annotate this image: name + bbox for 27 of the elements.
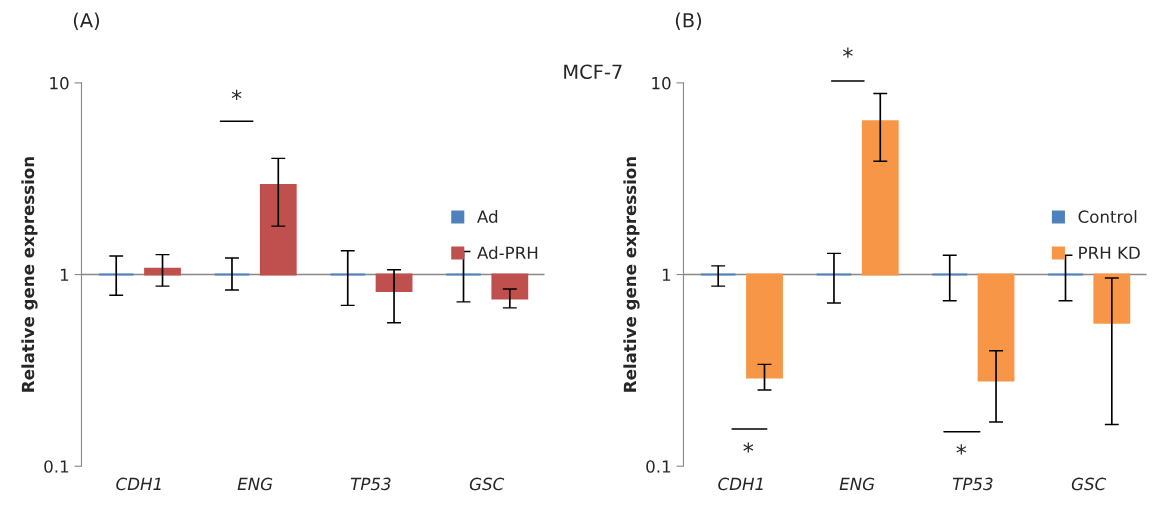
annotation: * — [231, 89, 242, 100]
y-tick-label: 0.1 — [646, 460, 671, 473]
legend-label: Ad-PRH — [477, 246, 538, 260]
x-tick-label: TP53 — [350, 477, 391, 491]
x-tick-label: CDH1 — [116, 477, 161, 491]
y-axis-title: Relative gene expression — [21, 157, 38, 392]
chart-title: (A) — [73, 12, 100, 30]
x-tick-label: CDH1 — [718, 477, 763, 491]
y-tick-label: 10 — [652, 76, 671, 90]
chart-title: (B) — [675, 12, 702, 30]
y-tick-label: 1 — [662, 268, 671, 281]
x-tick-label: TP53 — [952, 477, 993, 491]
legend-label: PRH KD — [1079, 246, 1140, 259]
text: * — [842, 47, 853, 58]
x-tick-label: GSC — [469, 477, 505, 491]
x-tick-label: ENG — [237, 477, 273, 491]
y-tick-label: 1 — [60, 268, 69, 281]
annotation: * — [956, 444, 967, 455]
y-tick-label: 0.1 — [44, 460, 69, 473]
legend-label: Control — [1078, 210, 1137, 223]
text: MCF-7 — [564, 64, 622, 80]
y-tick-label: 10 — [50, 76, 69, 90]
annotation: * — [743, 442, 754, 453]
legend-label: Ad — [477, 210, 498, 223]
y-axis-title: Relative gene expression — [623, 157, 640, 392]
x-tick-label: ENG — [839, 477, 875, 491]
x-tick-label: GSC — [1071, 477, 1107, 491]
